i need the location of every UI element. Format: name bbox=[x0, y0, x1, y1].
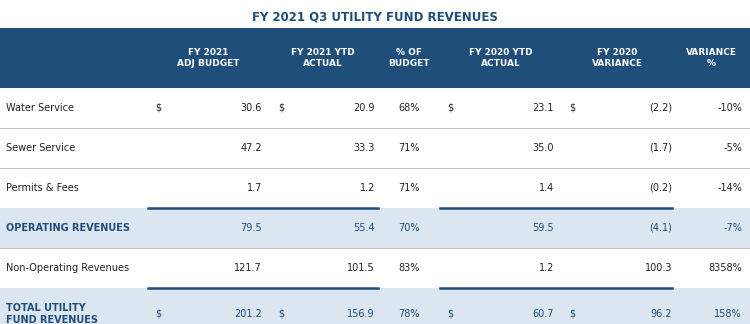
Text: FY 2021 YTD
ACTUAL: FY 2021 YTD ACTUAL bbox=[291, 48, 355, 68]
Text: Non-Operating Revenues: Non-Operating Revenues bbox=[6, 263, 129, 273]
Text: 33.3: 33.3 bbox=[354, 143, 375, 153]
Text: (4.1): (4.1) bbox=[649, 223, 672, 233]
Text: $: $ bbox=[447, 103, 453, 113]
Text: 158%: 158% bbox=[714, 309, 742, 319]
Text: -5%: -5% bbox=[723, 143, 742, 153]
Text: FY 2021 Q3 UTILITY FUND REVENUES: FY 2021 Q3 UTILITY FUND REVENUES bbox=[252, 10, 498, 24]
Text: 156.9: 156.9 bbox=[347, 309, 375, 319]
Text: (0.2): (0.2) bbox=[649, 183, 672, 193]
Text: 121.7: 121.7 bbox=[234, 263, 262, 273]
Text: FY 2020 YTD
ACTUAL: FY 2020 YTD ACTUAL bbox=[470, 48, 532, 68]
Text: $: $ bbox=[569, 103, 575, 113]
Text: 60.7: 60.7 bbox=[532, 309, 554, 319]
Text: $: $ bbox=[569, 309, 575, 319]
Text: 20.9: 20.9 bbox=[353, 103, 375, 113]
Text: 201.2: 201.2 bbox=[234, 309, 262, 319]
Text: OPERATING REVENUES: OPERATING REVENUES bbox=[6, 223, 130, 233]
Text: 55.4: 55.4 bbox=[353, 223, 375, 233]
Bar bbox=[0, 208, 750, 248]
Text: 78%: 78% bbox=[398, 309, 420, 319]
Text: 79.5: 79.5 bbox=[240, 223, 262, 233]
Text: VARIANCE
%: VARIANCE % bbox=[686, 48, 736, 68]
Text: FY 2021
ADJ BUDGET: FY 2021 ADJ BUDGET bbox=[177, 48, 239, 68]
Text: $: $ bbox=[447, 309, 453, 319]
Bar bbox=[0, 288, 750, 324]
Text: 1.4: 1.4 bbox=[538, 183, 554, 193]
Text: Sewer Service: Sewer Service bbox=[6, 143, 75, 153]
Text: 30.6: 30.6 bbox=[241, 103, 262, 113]
Text: 35.0: 35.0 bbox=[532, 143, 554, 153]
Text: (2.2): (2.2) bbox=[649, 103, 672, 113]
Text: $: $ bbox=[278, 309, 284, 319]
Text: -14%: -14% bbox=[717, 183, 742, 193]
Text: % OF
BUDGET: % OF BUDGET bbox=[388, 48, 430, 68]
Text: 71%: 71% bbox=[398, 183, 420, 193]
Text: 101.5: 101.5 bbox=[347, 263, 375, 273]
Text: 71%: 71% bbox=[398, 143, 420, 153]
Text: 68%: 68% bbox=[398, 103, 420, 113]
Text: 1.2: 1.2 bbox=[538, 263, 554, 273]
Text: Water Service: Water Service bbox=[6, 103, 74, 113]
Text: 83%: 83% bbox=[398, 263, 420, 273]
Text: 70%: 70% bbox=[398, 223, 420, 233]
Text: (1.7): (1.7) bbox=[649, 143, 672, 153]
Text: 59.5: 59.5 bbox=[532, 223, 554, 233]
Text: -7%: -7% bbox=[723, 223, 742, 233]
Bar bbox=[0, 28, 750, 88]
Text: -10%: -10% bbox=[717, 103, 742, 113]
Text: 47.2: 47.2 bbox=[240, 143, 262, 153]
Text: 1.2: 1.2 bbox=[360, 183, 375, 193]
Text: 23.1: 23.1 bbox=[532, 103, 554, 113]
Text: $: $ bbox=[155, 103, 161, 113]
Text: $: $ bbox=[278, 103, 284, 113]
Text: Permits & Fees: Permits & Fees bbox=[6, 183, 79, 193]
Text: 96.2: 96.2 bbox=[650, 309, 672, 319]
Text: FY 2020
VARIANCE: FY 2020 VARIANCE bbox=[592, 48, 643, 68]
Text: $: $ bbox=[155, 309, 161, 319]
Text: 8358%: 8358% bbox=[708, 263, 742, 273]
Text: 1.7: 1.7 bbox=[247, 183, 262, 193]
Text: TOTAL UTILITY
FUND REVENUES: TOTAL UTILITY FUND REVENUES bbox=[6, 303, 98, 324]
Text: 100.3: 100.3 bbox=[644, 263, 672, 273]
